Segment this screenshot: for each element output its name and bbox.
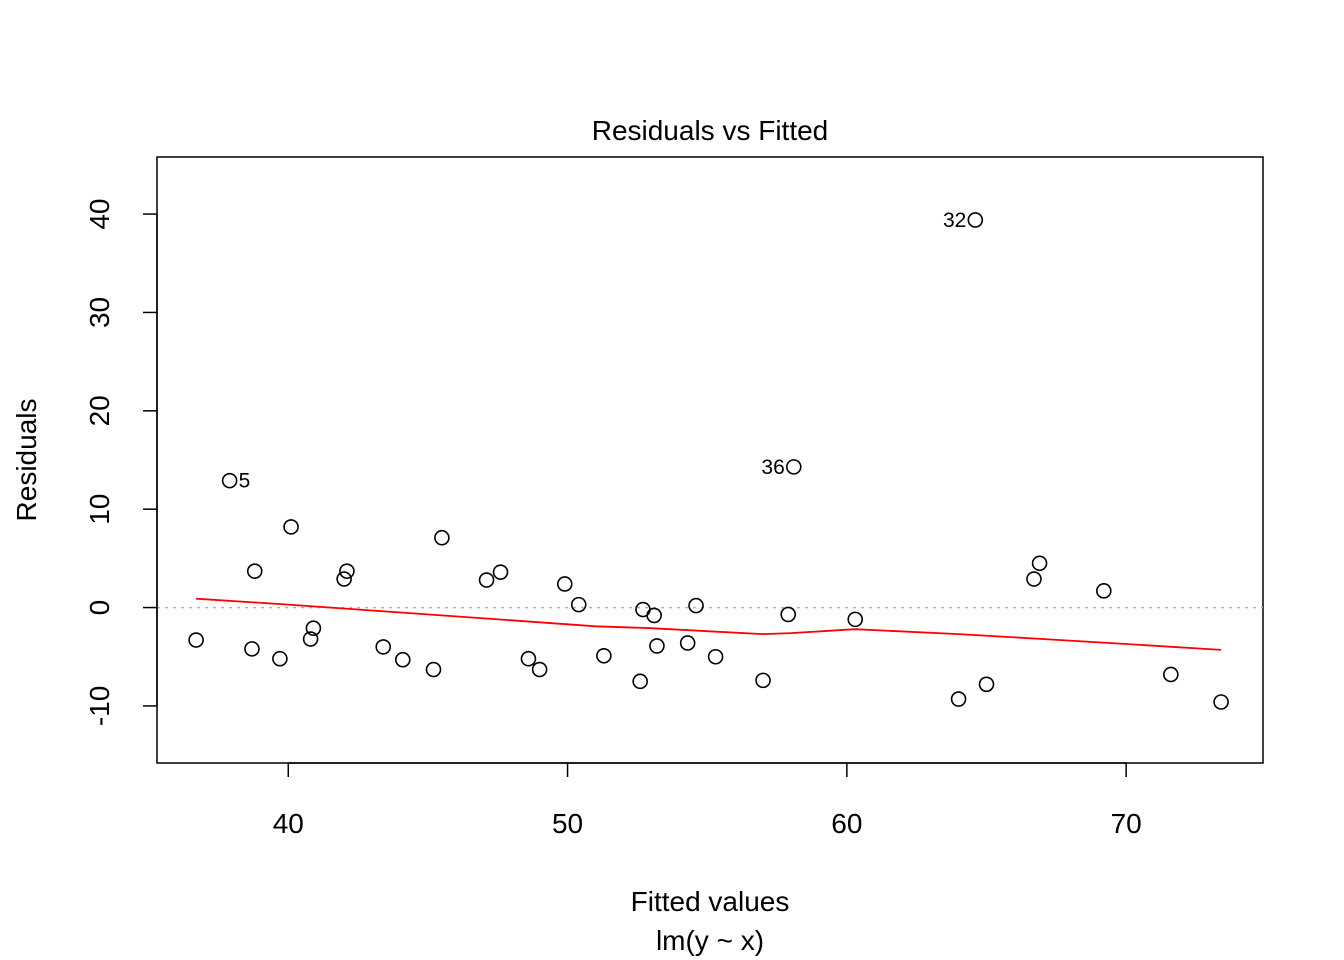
data-point <box>339 563 355 579</box>
data-point <box>375 639 392 655</box>
y-tick-label: -10 <box>84 686 115 726</box>
data-point <box>425 661 442 678</box>
data-point <box>305 620 322 637</box>
data-point <box>434 529 450 546</box>
data-point <box>221 472 238 489</box>
data-point <box>967 212 984 228</box>
y-axis: -10 0 10 20 30 40 <box>84 198 158 726</box>
data-point <box>1163 666 1179 683</box>
point-id-label: 36 <box>761 456 784 479</box>
x-tick-label: 50 <box>552 808 583 839</box>
y-tick-label: 30 <box>84 297 115 328</box>
x-tick-label: 70 <box>1111 808 1142 839</box>
data-point <box>978 676 995 693</box>
x-tick-label: 40 <box>273 808 304 839</box>
data-point <box>688 597 704 614</box>
point-id-label: 32 <box>943 209 966 232</box>
data-point <box>780 606 797 623</box>
data-point <box>649 638 665 654</box>
x-axis: 40 50 60 70 <box>273 762 1142 839</box>
y-tick-label: 0 <box>84 600 115 616</box>
points-layer: 5 36 32 <box>188 209 1229 710</box>
y-tick-label: 10 <box>84 494 115 525</box>
data-point <box>302 631 319 647</box>
data-point <box>188 632 204 648</box>
y-tick-label: 20 <box>84 395 115 426</box>
data-point <box>847 611 864 628</box>
data-point <box>755 672 771 689</box>
data-point <box>1096 583 1112 599</box>
data-point <box>570 596 587 613</box>
y-tick-label: 40 <box>84 198 115 229</box>
data-point <box>336 571 352 587</box>
data-point <box>679 635 696 651</box>
chart-title: Residuals vs Fitted <box>592 115 829 146</box>
data-point <box>707 648 724 665</box>
data-point <box>531 661 548 678</box>
data-point <box>520 650 537 667</box>
data-point <box>478 572 495 588</box>
data-point <box>556 576 573 592</box>
y-axis-label: Residuals <box>11 399 42 522</box>
data-point <box>1031 555 1048 572</box>
data-point <box>646 607 662 624</box>
data-point <box>1213 694 1229 710</box>
smooth-trend-line <box>196 597 1222 651</box>
data-point <box>394 651 411 668</box>
x-axis-label: Fitted values <box>631 886 790 917</box>
data-point <box>1026 571 1042 587</box>
data-point <box>272 650 288 667</box>
data-point <box>632 673 648 690</box>
x-tick-label: 60 <box>831 808 862 839</box>
data-point <box>492 564 509 580</box>
data-point <box>283 519 299 535</box>
point-id-label: 5 <box>239 470 251 493</box>
model-formula-label: lm(y ~ x) <box>656 925 764 956</box>
data-point <box>950 691 967 707</box>
data-point <box>785 459 802 475</box>
data-point <box>246 563 263 579</box>
data-point <box>596 647 612 664</box>
data-point <box>244 641 260 657</box>
